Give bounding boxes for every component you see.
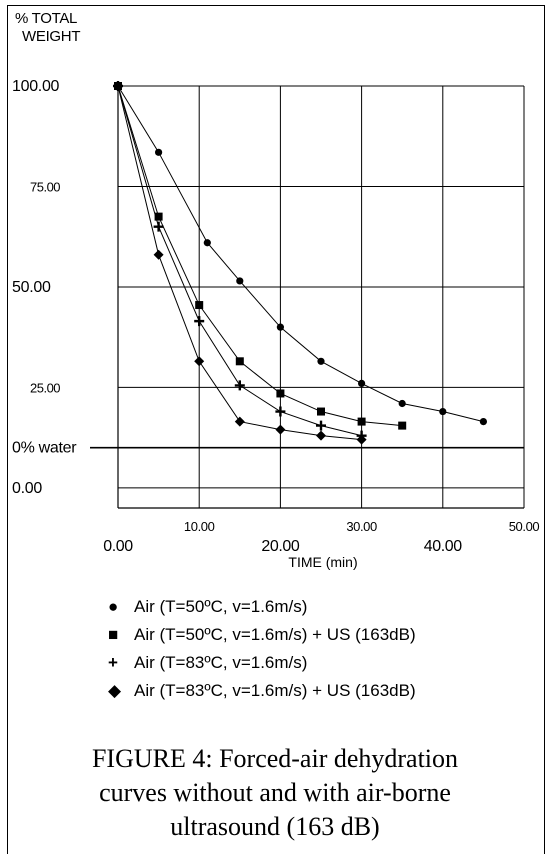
series-line [117,85,403,427]
plus-marker [194,316,205,327]
circle-marker [439,407,447,416]
figure-caption: FIGURE 4: Forced-air dehydration curves … [20,742,530,844]
plus-marker [234,380,245,391]
circle-marker [398,399,406,408]
circle-marker [479,417,487,426]
square-marker [317,407,325,416]
diamond-marker [275,424,286,435]
x-tick-label: 30.00 [346,519,377,534]
legend-label: Air (T=83ºC, v=1.6m/s) [134,653,308,672]
x-axis-title: TIME (min) [288,554,357,570]
square-marker [276,389,285,398]
plus-marker [316,420,326,431]
diamond-marker [234,416,245,427]
y-tick-label: 25.00 [30,380,60,395]
caption-line-1: FIGURE 4: Forced-air dehydration [91,744,459,773]
series-line [117,85,484,423]
circle-marker [317,357,325,365]
y-axis-label-line-1: % TOTAL [15,10,78,27]
legend-label: Air (T=50ºC, v=1.6m/s) [134,597,308,616]
square-marker [154,212,163,221]
square-marker-icon: ■ [108,625,119,644]
y-tick-label: 0.00 [12,480,42,497]
diamond-marker [153,249,164,260]
plus-marker [275,406,286,417]
legend-label: Air (T=83ºC, v=1.6m/s) + US (163dB) [134,681,416,700]
circle-marker [203,239,211,247]
y-tick-label: 75.00 [30,179,60,194]
legend-item-circle: ● Air (T=50ºC, v=1.6m/s) [108,597,307,617]
legend-label: Air (T=50ºC, v=1.6m/s) + US (163dB) [134,625,416,644]
legend-item-diamond: ◆ Air (T=83ºC, v=1.6m/s) + US (163dB) [108,681,416,701]
drying-curves-chart: 100.00 75.00 50.00 25.00 0% water 0.00 0.00 10.… [12,78,540,570]
y-tick-label: 0% water [12,440,77,457]
square-marker [398,421,407,430]
square-marker [235,357,244,366]
caption-line-2: curves without and with air-borne [99,778,451,807]
diamond-marker [113,81,123,91]
plus-marker [153,221,164,232]
circle-marker [155,148,163,156]
legend-item-square: ■ Air (T=50ºC, v=1.6m/s) + US (163dB) [108,625,416,645]
circle-marker [236,277,244,285]
x-tick-label: 50.00 [509,519,540,534]
diamond-marker [316,430,326,441]
x-tick-label: 0.00 [103,538,133,555]
y-tick-label: 50.00 [12,279,51,296]
circle-marker-icon: ● [108,597,119,616]
diamond-marker-icon: ◆ [108,681,122,700]
circle-marker [358,379,366,388]
circle-marker [276,323,284,331]
x-tick-label: 40.00 [424,538,463,555]
caption-line-3: ultrasound (163 dB) [170,812,380,841]
x-tick-label: 20.00 [261,538,300,555]
diamond-marker [356,434,367,445]
plus-marker-icon: + [108,653,118,672]
square-marker [357,417,366,426]
square-marker [195,301,204,310]
x-tick-label: 10.00 [184,519,215,534]
legend-item-plus: + Air (T=83ºC, v=1.6m/s) [108,653,307,673]
diamond-marker [194,356,205,367]
y-axis-label-line-2: WEIGHT [22,28,81,45]
figure-frame [7,5,545,854]
y-tick-label: 100.00 [12,78,60,95]
